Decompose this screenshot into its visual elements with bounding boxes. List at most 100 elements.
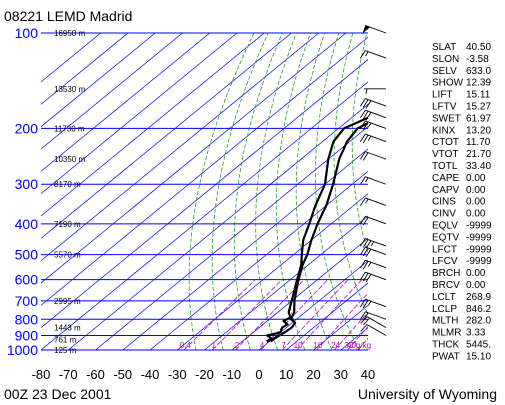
height-label: 13530 m	[54, 85, 85, 94]
mixing-ratio-label: 0.4	[180, 341, 192, 350]
wind-barb-full	[362, 299, 369, 309]
height-labels: 16950 m 13530 m 11730 m 10350 m 8170 m 7190 m…	[54, 29, 85, 355]
mixing-ratio-label: 24	[331, 341, 340, 350]
wind-barb-staff	[365, 50, 387, 59]
index-key: EQLV	[432, 221, 458, 232]
wind-barb-full	[362, 317, 370, 326]
mixing-ratio-label: 16	[313, 341, 322, 350]
mixing-ratio-label: 1	[211, 341, 216, 350]
isotherm-line	[41, 33, 292, 239]
index-value: 0.00	[466, 197, 486, 208]
wind-barb	[359, 246, 387, 258]
height-label: 8170 m	[54, 180, 81, 189]
wind-barb-half	[370, 241, 375, 247]
isotherm-line	[149, 170, 368, 350]
dry-adiabat-line	[314, 33, 360, 350]
wind-barb	[359, 98, 387, 109]
wind-barb-full	[359, 298, 366, 308]
temperature-tick-label: 20	[306, 367, 320, 382]
index-value: 15.11	[466, 90, 491, 101]
index-value: 268.9	[466, 292, 491, 303]
wind-barb-full	[359, 216, 366, 225]
wind-barb	[364, 88, 386, 94]
index-value: 0.00	[466, 209, 486, 220]
index-value: 5445.	[466, 340, 491, 351]
pressure-label: 300	[15, 176, 39, 192]
index-key: BRCH	[432, 268, 460, 279]
isotherm-line	[41, 81, 368, 350]
pressure-label: 100	[15, 25, 39, 41]
wind-barb	[359, 271, 387, 283]
isotherm-line	[41, 33, 183, 150]
pressure-label: 700	[15, 293, 39, 309]
height-label: 7190 m	[54, 220, 81, 229]
pressure-label: 800	[15, 311, 39, 327]
dry-adiabat-line	[275, 33, 311, 350]
dry-adiabat-line	[333, 33, 368, 316]
index-key: SLON	[432, 54, 459, 65]
wind-barb-full	[359, 311, 366, 320]
wind-barb-half	[367, 300, 372, 306]
wind-barb-staff	[365, 298, 387, 308]
wind-barb-half	[365, 198, 369, 204]
index-key: CAPV	[432, 185, 460, 196]
wind-barb-staff	[365, 311, 387, 320]
index-value: 282.0	[466, 316, 491, 327]
index-key: EQTV	[432, 232, 460, 243]
wind-barb-full	[359, 271, 366, 281]
wind-barb-full	[359, 50, 366, 59]
isotherm-line	[41, 33, 156, 128]
wind-barb-staff	[365, 98, 387, 107]
wind-barb	[359, 215, 387, 226]
index-value: 633.0	[466, 66, 491, 77]
index-value: 0.00	[466, 173, 486, 184]
wind-barb-full	[365, 248, 372, 258]
wind-barb	[359, 109, 387, 121]
temperature-tick-label: -80	[32, 367, 51, 382]
height-label: 11730 m	[54, 124, 85, 133]
dry-adiabat-line	[188, 33, 255, 350]
wind-barb-full	[362, 272, 369, 282]
wind-barb-full	[362, 260, 369, 270]
index-key: TOTL	[432, 161, 458, 172]
dry-adiabat-line	[211, 33, 269, 350]
index-key: CINV	[432, 209, 456, 220]
index-value: 846.2	[466, 304, 491, 315]
wind-barb	[362, 25, 387, 34]
wind-barb-staff	[365, 109, 387, 119]
isotherm-line	[286, 282, 368, 350]
wind-barbs	[359, 25, 387, 336]
wind-barb-staff	[365, 215, 387, 225]
isobar-lines	[41, 32, 368, 351]
wind-barb-half	[365, 51, 369, 57]
station-title: 08221 LEMD Madrid	[4, 8, 132, 24]
index-key: SELV	[432, 66, 457, 77]
index-value: 13.20	[466, 125, 491, 136]
index-key: KINX	[432, 125, 456, 136]
wind-barb-staff	[365, 246, 387, 255]
dry-adiabat-line	[255, 33, 297, 350]
index-value: -9999	[466, 244, 492, 255]
isotherm-line	[95, 126, 368, 350]
wind-barb-full	[359, 151, 366, 160]
wind-barb-full	[362, 110, 369, 120]
wind-barb-half	[367, 122, 372, 128]
index-key: SLAT	[432, 42, 456, 53]
temperature-tick-label: 0	[255, 367, 262, 382]
temperature-tick-label: -60	[86, 367, 105, 382]
wind-barb-staff	[365, 197, 387, 206]
wind-barb-full	[365, 240, 372, 249]
index-key: LIFT	[432, 90, 453, 101]
mixing-ratio-label: 4	[260, 341, 265, 350]
index-value: 11.70	[466, 137, 491, 148]
pressure-label: 500	[15, 247, 39, 263]
height-label: 5570 m	[54, 251, 81, 260]
wind-barb-full	[359, 238, 366, 247]
wind-barb-full	[359, 109, 366, 119]
wind-barb	[359, 120, 387, 130]
pressure-label: 1000	[7, 342, 38, 358]
index-value: 15.10	[466, 351, 491, 362]
temperature-tick-label: -20	[195, 367, 214, 382]
index-key: LFTV	[432, 102, 457, 113]
